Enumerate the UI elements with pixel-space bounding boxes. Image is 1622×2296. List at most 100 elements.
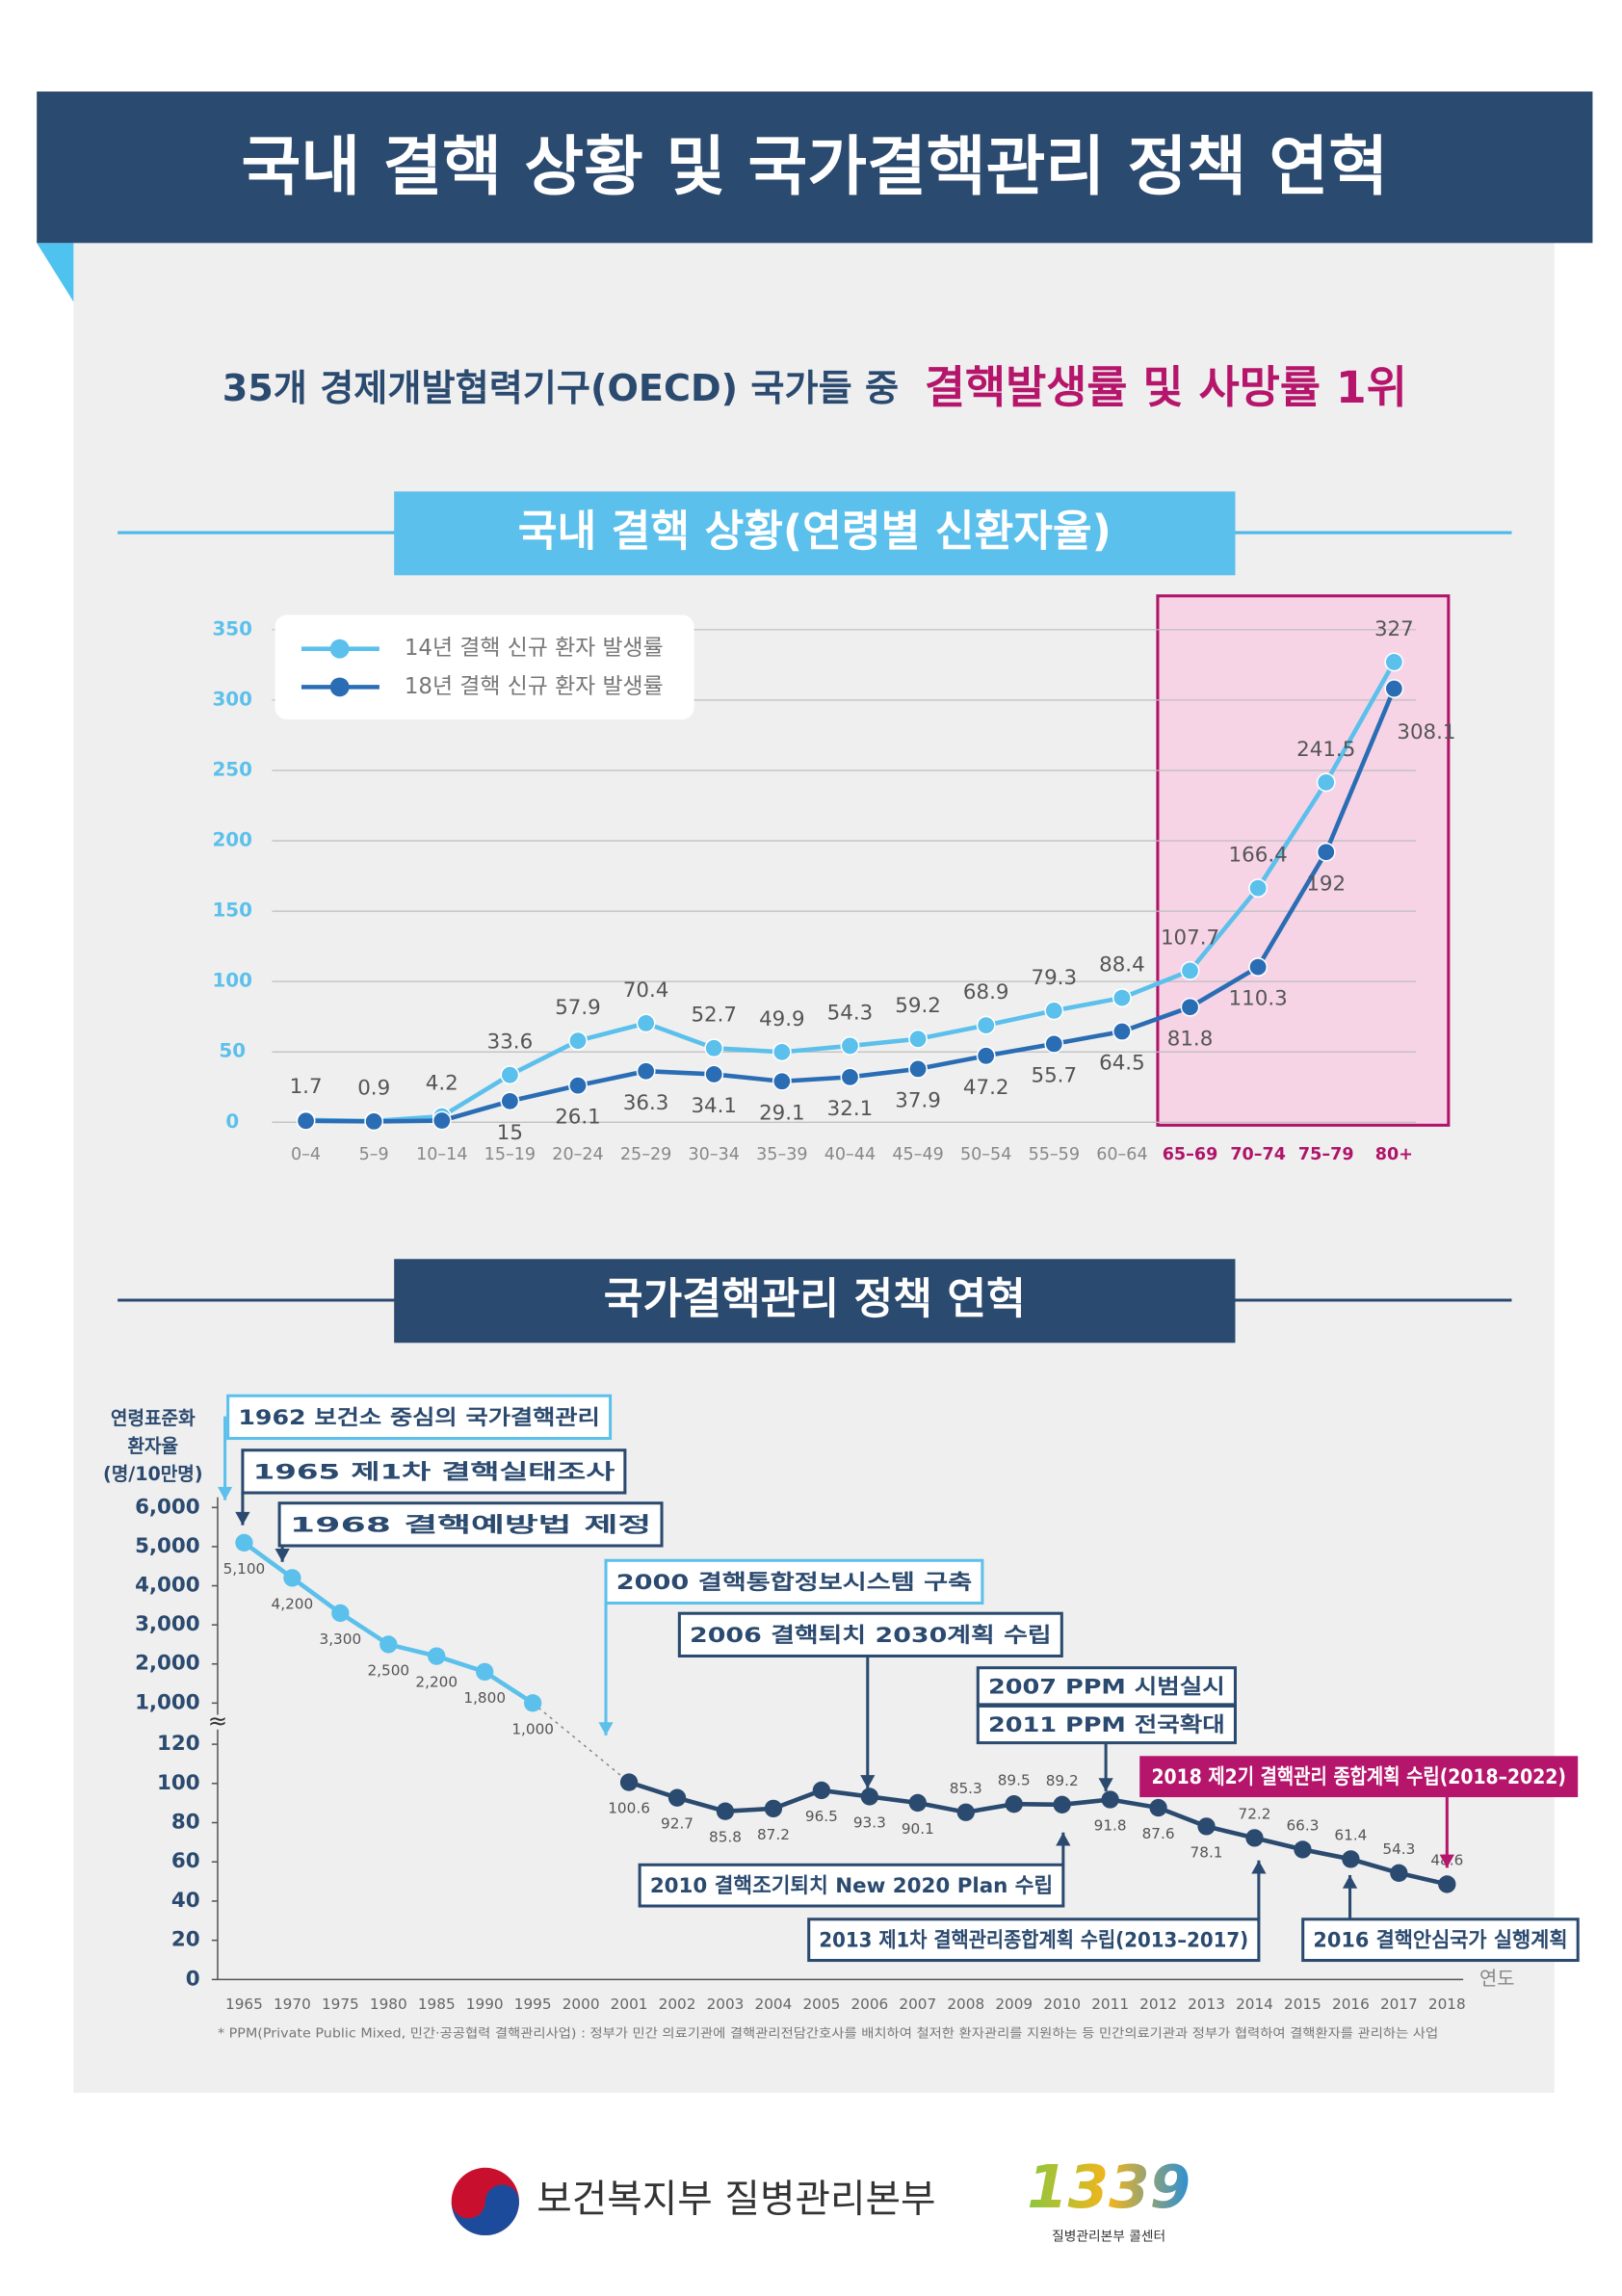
x-tick-label: 2004 [755,1996,793,2013]
x-tick-label: 1970 [274,1996,311,2013]
annotation-text: 2016 결핵안심국가 실행계획 [1313,1929,1567,1953]
data-point [956,1803,975,1821]
data-point [636,1013,656,1033]
annotation-text: 1968 결핵예방법 제정 [290,1513,652,1537]
data-point [1149,1798,1167,1817]
y-tick-label: 5,000 [135,1534,200,1558]
chart-incidence: 0 50 100 150 200 250 300 350 0–4 5–9 10–14 15–19 20–… [213,594,1456,1164]
data-label: 37.9 [895,1088,941,1112]
y-tick-label: 1,000 [135,1690,200,1714]
data-point [764,1799,783,1818]
annotation-box [1139,1756,1579,1798]
data-label: 33.6 [487,1031,534,1055]
y-tick-label: 250 [213,758,252,780]
data-point [379,1635,398,1654]
x-axis-title: 연도 [1479,1968,1514,1990]
x-tick-label: 2009 [995,1996,1033,2013]
data-point [1316,772,1336,793]
y-tick-label: 350 [213,617,252,639]
annotation-box [1301,1918,1580,1963]
hotline-logo: 1339 [1027,2153,1190,2222]
data-point [840,1067,860,1087]
x-tick-label: 2003 [707,1996,745,2013]
data-label: 92.7 [661,1815,693,1833]
data-label: 81.8 [1167,1027,1214,1051]
data-point [1180,960,1200,980]
data-point [812,1781,831,1800]
data-label: 61.4 [1334,1826,1367,1843]
data-label: 68.9 [963,980,1009,1004]
x-tick-label: 2002 [659,1996,696,2013]
data-label: 85.3 [950,1780,982,1797]
x-tick-label: 2015 [1284,1996,1321,2013]
arrow-head [860,1775,876,1788]
x-tick-label: 20–24 [552,1145,603,1164]
arrow-head [235,1511,250,1526]
annotation-text: 2010 결핵조기퇴치 New 2020 Plan 수립 [650,1874,1053,1898]
section-band [394,1259,1236,1344]
data-label: 166.4 [1229,844,1288,868]
data-point [1112,988,1132,1008]
data-point [772,1071,792,1091]
data-point [524,1694,542,1712]
legend-marker [329,677,350,697]
x-tick-label: 55–59 [1029,1145,1080,1164]
data-label: 89.2 [1046,1772,1079,1789]
x-tick-label: 30–34 [689,1145,740,1164]
data-point [619,1773,639,1791]
data-point [568,1031,588,1051]
data-point [716,1802,735,1820]
data-label: 57.9 [555,996,601,1020]
data-point [1197,1817,1216,1836]
subtitle-highlight: 결핵발생률 및 사망률 1위 [925,360,1407,412]
y-tick-label: 40 [171,1889,200,1913]
data-point [908,1029,928,1049]
subtitle: 35개 경제개발협력기구(OECD) 국가들 중 결핵발생률 및 사망률 1위 [222,360,1407,412]
data-point [568,1076,588,1096]
x-tick-label: 2013 [1188,1996,1225,2013]
data-point [976,1046,996,1066]
x-tick-label: 2001 [611,1996,648,2013]
y-tick-label: 100 [157,1771,200,1795]
data-label: 66.3 [1286,1816,1319,1834]
data-point [772,1042,792,1062]
x-tick-label: 2008 [947,1996,984,2013]
legend-box [275,614,694,719]
data-label: 54.3 [1382,1840,1415,1858]
x-tick-label: 70–74 [1230,1145,1286,1164]
x-tick-label: 60–64 [1096,1145,1147,1164]
x-tick-label: 2000 [562,1996,600,2013]
data-label: 2,200 [415,1674,458,1691]
annotation-text: 2018 제2기 결핵관리 종합계획 수립(2018–2022) [1151,1765,1566,1789]
annotation-box [976,1704,1237,1745]
legend-label: 18년 결핵 신규 환자 발생률 [405,674,664,699]
annotation-box [277,1501,664,1548]
data-point [1390,1864,1408,1882]
data-label: 89.5 [998,1771,1031,1788]
data-label: 107.7 [1161,926,1219,950]
data-label: 241.5 [1296,738,1355,762]
data-point [476,1662,494,1682]
annotation-text: 1965 제1차 결핵실태조사 [253,1460,615,1484]
data-point [840,1036,860,1056]
data-point [704,1064,724,1084]
data-point [1248,957,1269,978]
x-tick-label: 15–19 [484,1145,536,1164]
y-tick-label: 200 [213,829,252,851]
data-label: 59.2 [895,994,941,1018]
annotation-box [807,1918,1261,1963]
x-tick-label: 50–54 [960,1145,1011,1164]
x-tick-label: 2017 [1380,1996,1418,2013]
y-axis-title: (명/10만명) [103,1464,203,1485]
y-tick-label: 6,000 [135,1495,200,1519]
data-point [500,1091,520,1111]
x-tick-label: 1980 [370,1996,407,2013]
arrow-head [217,1486,233,1500]
data-label: 2,500 [367,1661,409,1679]
axis-break: ≈ [208,1707,227,1735]
emblem-blue [451,2184,519,2236]
title-band [37,91,1593,244]
